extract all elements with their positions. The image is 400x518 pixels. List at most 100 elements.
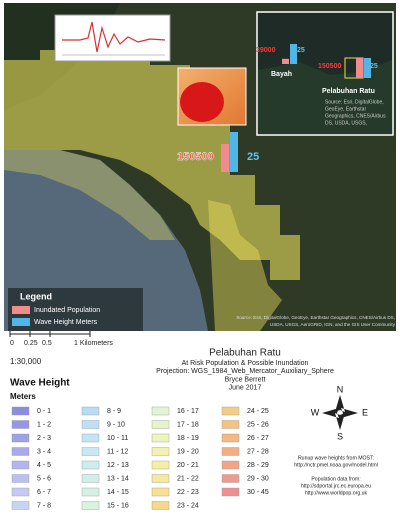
class-label: 18 - 19 [177,435,199,442]
class-swatch [151,420,170,429]
class-swatch [11,420,30,429]
wave-label: 25 [247,151,259,163]
inset-wave-bar [290,44,297,64]
class-label: 10 - 11 [107,435,128,442]
class-label: 11 - 12 [107,448,128,455]
population-label: 150500 [177,151,214,163]
class-swatch [221,420,240,429]
scale-label: 1 Kilometers [74,340,113,347]
class-label: 23 - 24 [177,502,199,509]
class-swatch [11,406,30,416]
class-swatch [11,474,30,483]
scale-bar [9,331,91,337]
class-label: 24 - 25 [247,408,269,415]
wave-legend-subtitle: Meters [10,392,36,401]
inset-place-label: Bayah [271,71,292,78]
inset-population-label: 39000 [256,47,276,54]
class-label: 3 - 4 [37,448,51,455]
class-label: 20 - 21 [177,462,199,469]
title-line: Projection: WGS_1984_Web_Mercator_Auxili… [156,368,334,375]
inset-population-bar [356,58,363,78]
class-label: 2 - 3 [37,435,51,442]
class-swatch [81,474,100,483]
scale-label: 0 [10,340,14,347]
class-label: 7 - 8 [37,502,51,509]
wave-blob [180,82,224,122]
class-label: 25 - 26 [247,421,269,428]
class-label: 29 - 30 [247,475,269,482]
class-label: 4 - 5 [37,462,51,469]
class-swatch [221,406,240,416]
class-label: 5 - 6 [37,475,51,482]
class-swatch [151,487,170,497]
class-label: 30 - 45 [247,489,269,496]
class-swatch [221,447,240,456]
class-swatch [11,501,30,510]
inundation-sea [4,150,175,240]
credit-line: Population data from: [311,476,360,482]
class-label: 1 - 2 [37,421,51,428]
class-label: 21 - 22 [177,475,199,482]
inundation [4,50,300,280]
credit-line: Runup wave heights from MOST: [298,455,374,461]
class-swatch [81,433,100,443]
legend-swatch [12,306,30,314]
class-label: 16 - 17 [177,408,199,415]
inset-population-bar [282,58,289,64]
inset-attribution: DS, USDA, USGS, [325,120,367,126]
class-swatch [81,447,100,456]
legend-title: Legend [20,291,52,301]
class-label: 13 - 14 [107,475,129,482]
class-label: 26 - 27 [247,435,269,442]
scale-label: 0.5 [42,340,52,347]
north-arrow [322,395,358,430]
credit-line: http://nctr.pmel.noaa.gov/model.html [294,462,378,468]
class-swatch [11,447,30,456]
class-swatch [221,487,240,497]
inset-wave-label: 25 [297,47,305,54]
class-label: 19 - 20 [177,448,199,455]
inset-wave-bar [364,58,371,78]
inset-attribution: GeoEye, Earthstar [325,106,366,112]
inset-attribution: Geographics, CNES/Airbus [325,113,386,119]
inset-attribution: Source: Esri, DigitalGlobe, [325,99,384,105]
population-bar [221,144,229,172]
north-w: W [311,407,320,417]
inset-population-label: 150500 [318,63,341,70]
class-swatch [151,501,170,510]
class-swatch [151,406,170,416]
class-label: 28 - 29 [247,462,269,469]
legend-label: Inundated Population [34,307,100,314]
map-title: Pelabuhan Ratu [209,348,281,359]
class-swatch [151,460,170,470]
class-label: 9 - 10 [107,421,125,428]
class-swatch [81,487,100,497]
class-label: 6 - 7 [37,489,51,496]
wave-trace [62,21,166,53]
credit-line: http://www.worldpop.org.uk [305,490,368,496]
attribution: Source: Esri, DigitalGlobe, GeoEye, Eart… [236,315,395,320]
class-swatch [11,460,30,470]
sea [4,150,208,331]
north-n: N [337,384,344,394]
class-swatch [11,433,30,443]
class-swatch [11,487,30,497]
scale-label: 0.25 [24,340,38,347]
inundation-coast [208,200,282,331]
wave-legend-title: Wave Height [10,378,70,389]
class-label: 15 - 16 [107,502,129,509]
class-swatch [221,460,240,470]
class-label: 27 - 28 [247,448,269,455]
class-swatch [81,501,100,510]
class-label: 22 - 23 [177,489,199,496]
wave-bar [230,132,238,172]
class-label: 8 - 9 [107,408,121,415]
class-swatch [81,420,100,429]
class-swatch [151,447,170,456]
north-s: S [337,431,343,441]
legend-swatch [12,318,30,326]
class-label: 17 - 18 [177,421,199,428]
credit-line: http://sdportal.jrc.ec.europa.eu [301,483,371,489]
